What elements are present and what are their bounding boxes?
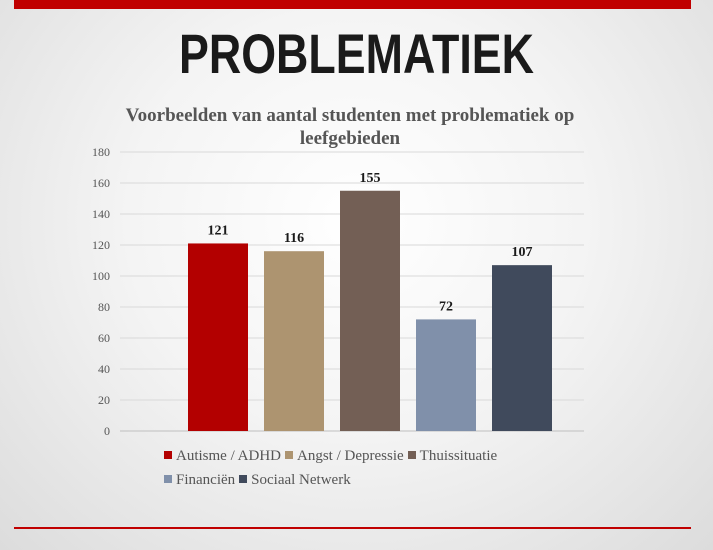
y-tick-label: 20 xyxy=(98,393,110,407)
y-tick-label: 120 xyxy=(92,238,110,252)
legend-swatch xyxy=(407,451,416,459)
legend-entry: Financiën xyxy=(164,468,235,492)
legend-entry: Sociaal Netwerk xyxy=(239,468,351,492)
y-tick-label: 60 xyxy=(98,331,110,345)
bottom-accent-line xyxy=(14,527,691,529)
bar xyxy=(340,190,400,431)
legend-label: Sociaal Netwerk xyxy=(251,472,351,488)
data-label: 116 xyxy=(284,231,304,246)
legend-entry: Thuissituatie xyxy=(407,444,498,468)
bar xyxy=(188,243,248,431)
legend-entry: Autisme / ADHD xyxy=(164,444,281,468)
legend-swatch xyxy=(285,451,293,459)
legend-swatch xyxy=(164,451,172,459)
data-label: 155 xyxy=(360,171,381,186)
y-tick-label: 0 xyxy=(104,424,110,438)
y-tick-label: 100 xyxy=(92,269,110,283)
bars xyxy=(188,190,552,431)
legend-swatch xyxy=(239,475,248,483)
top-accent-bar xyxy=(14,0,691,9)
page-title: PROBLEMATIEK xyxy=(178,22,535,85)
y-axis-ticks: 0 20 40 60 80 100 120 140 160 180 xyxy=(92,145,110,438)
legend-label: Autisme / ADHD xyxy=(176,448,281,464)
data-label: 121 xyxy=(208,223,229,238)
legend-label: Financiën xyxy=(176,472,236,488)
data-label: 72 xyxy=(439,299,453,314)
y-tick-label: 80 xyxy=(98,300,110,314)
y-tick-label: 140 xyxy=(92,207,110,221)
legend-label: Angst / Depressie xyxy=(297,448,404,464)
bar xyxy=(416,319,476,431)
y-tick-label: 180 xyxy=(92,145,110,159)
legend-swatch xyxy=(164,475,172,483)
legend: Autisme / ADHD Angst / Depressie Thuissitu… xyxy=(164,444,544,492)
data-label: 107 xyxy=(512,245,533,260)
chart-title: Voorbeelden van aantal studenten met pro… xyxy=(125,105,575,149)
bar xyxy=(492,265,552,431)
y-tick-label: 40 xyxy=(98,362,110,376)
y-tick-label: 160 xyxy=(92,176,110,190)
data-labels: 121 116 155 72 107 xyxy=(208,171,533,315)
bar xyxy=(264,251,324,431)
legend-entry: Angst / Depressie xyxy=(285,444,404,468)
legend-label: Thuissituatie xyxy=(419,448,498,464)
